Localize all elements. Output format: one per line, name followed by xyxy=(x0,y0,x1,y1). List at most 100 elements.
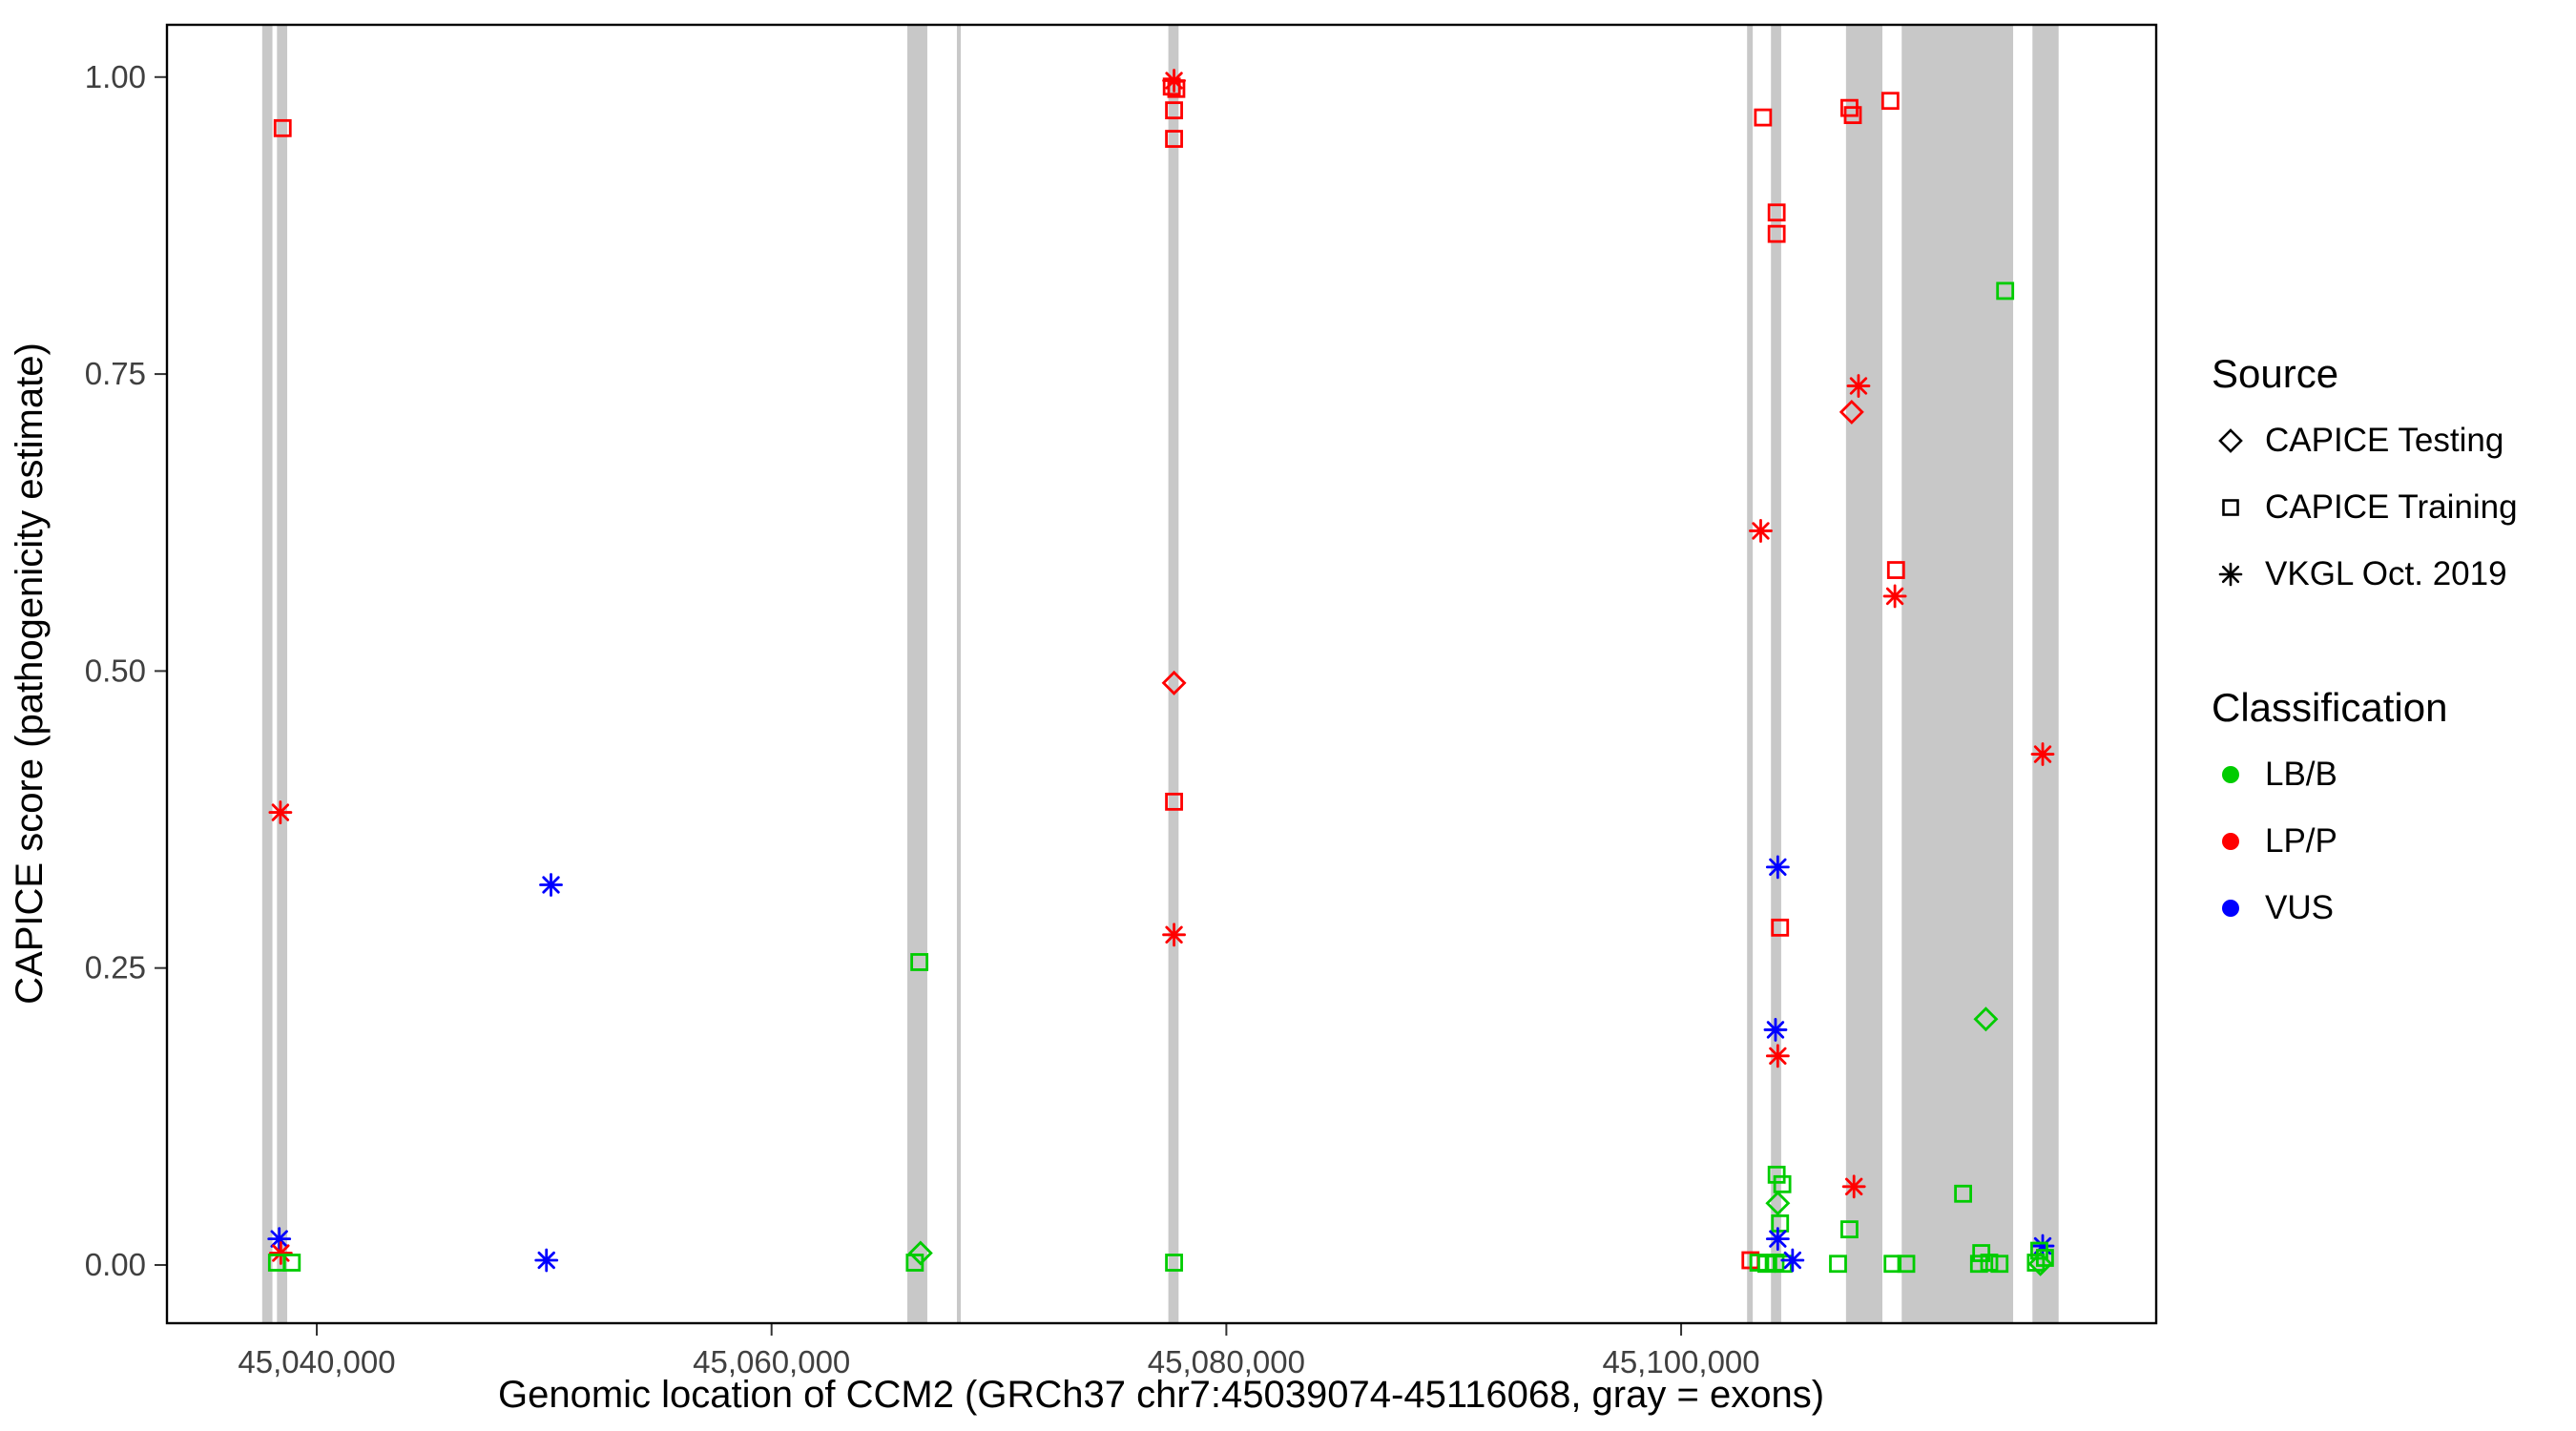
data-point-square xyxy=(282,1254,301,1272)
data-point-square xyxy=(1990,1255,2009,1274)
data-point-square xyxy=(1774,1255,1793,1274)
data-point-asterisk xyxy=(267,1227,292,1251)
legend-item-capice-training: CAPICE Training xyxy=(2212,488,2565,527)
exon-bar xyxy=(277,25,288,1323)
legend-item-lbb: LB/B xyxy=(2212,756,2565,794)
y-tick-label: 0.75 xyxy=(85,356,146,391)
plot-panel-border xyxy=(165,23,2158,1325)
legend-item-vus: VUS xyxy=(2212,889,2565,927)
data-point-asterisk xyxy=(1763,1018,1788,1042)
data-point-diamond xyxy=(1973,1006,1999,1032)
data-point-asterisk xyxy=(1846,374,1871,398)
legend-item-vkgl: VKGL Oct. 2019 xyxy=(2212,555,2565,593)
x-axis-title: Genomic location of CCM2 (GRCh37 chr7:45… xyxy=(498,1374,1824,1416)
exon-bars-layer xyxy=(261,25,2059,1323)
data-point-asterisk xyxy=(1162,923,1186,947)
data-point-asterisk xyxy=(534,1248,559,1273)
exon-bar xyxy=(1747,25,1754,1323)
legend-label: LP/P xyxy=(2265,822,2337,860)
legend-classification-title: Classification xyxy=(2212,685,2448,730)
data-point-asterisk xyxy=(2030,1234,2055,1258)
data-point-square xyxy=(1767,224,1786,243)
data-point-square xyxy=(1757,1255,1776,1274)
data-point-asterisk xyxy=(539,873,563,897)
x-tick-label: 45,060,000 xyxy=(693,1344,850,1379)
data-point-asterisk xyxy=(268,800,293,824)
legend-item-lpp: LP/P xyxy=(2212,822,2565,861)
data-point-square xyxy=(1897,1255,1916,1274)
data-point-asterisk xyxy=(1841,1174,1866,1199)
x-tick-label: 45,040,000 xyxy=(238,1344,395,1379)
y-tick-label: 0.00 xyxy=(85,1247,146,1282)
data-point-square xyxy=(1162,77,1181,96)
legend-item-capice-testing: CAPICE Testing xyxy=(2212,422,2565,460)
legend-source-items: CAPICE Testing CAPICE Training VKGL xyxy=(2212,422,2565,593)
asterisk-icon xyxy=(2218,562,2243,587)
red-dot-icon xyxy=(2222,833,2239,850)
data-point-square xyxy=(1883,1255,1902,1274)
data-point-square xyxy=(1165,130,1183,148)
legend-label: CAPICE Testing xyxy=(2265,422,2504,459)
legend-label: VKGL Oct. 2019 xyxy=(2265,555,2507,592)
data-point-asterisk xyxy=(1765,855,1790,880)
data-point-square xyxy=(1969,1255,1988,1274)
data-point-asterisk xyxy=(1749,519,1773,543)
data-points-layer xyxy=(267,69,2055,1276)
legend-label: LB/B xyxy=(2265,756,2337,793)
data-point-square xyxy=(910,953,929,971)
data-point-diamond xyxy=(1765,1191,1791,1216)
exon-bar xyxy=(906,25,927,1323)
square-icon xyxy=(2222,499,2239,516)
legend-classification-items: LB/B LP/P VUS xyxy=(2212,756,2565,927)
data-point-square xyxy=(1771,1214,1790,1233)
data-point-asterisk xyxy=(1765,1044,1790,1068)
green-dot-icon xyxy=(2222,766,2239,783)
data-point-diamond xyxy=(907,1240,933,1266)
x-tick-label: 45,080,000 xyxy=(1148,1344,1305,1379)
data-point-square xyxy=(2030,1241,2048,1260)
data-point-square xyxy=(1165,1254,1183,1272)
data-point-square xyxy=(1843,106,1862,125)
data-point-square xyxy=(1767,203,1786,222)
data-point-square xyxy=(273,118,292,137)
exon-bar xyxy=(2032,25,2059,1323)
y-tick-label: 1.00 xyxy=(85,59,146,94)
diamond-icon xyxy=(2218,428,2243,453)
y-tick-label: 0.25 xyxy=(85,950,146,985)
data-point-asterisk xyxy=(1882,584,1907,609)
blue-dot-icon xyxy=(2222,900,2239,917)
legend: Source CAPICE Testing CAPICE Training xyxy=(2212,351,2565,927)
data-point-square xyxy=(1165,101,1183,120)
data-point-square xyxy=(1167,79,1186,98)
data-point-asterisk xyxy=(1780,1248,1805,1273)
exon-bar xyxy=(1771,25,1781,1323)
data-point-square xyxy=(1840,1220,1859,1239)
data-point-asterisk xyxy=(268,1241,293,1265)
exon-bar xyxy=(261,25,273,1323)
data-point-square xyxy=(1954,1184,1973,1203)
data-point-square xyxy=(1880,92,1900,111)
exon-bar xyxy=(956,25,961,1323)
data-point-square xyxy=(1771,918,1790,937)
data-point-square xyxy=(1773,1174,1792,1193)
y-tick-label: 0.50 xyxy=(85,653,146,688)
data-point-diamond xyxy=(1839,399,1864,425)
data-point-asterisk xyxy=(1765,1227,1790,1251)
y-axis-title: CAPICE score (pathogenicity estimate) xyxy=(9,342,51,1005)
axis-ticks-layer: 45,040,000 45,060,000 45,080,000 45,100,000… xyxy=(85,59,1760,1379)
legend-label: VUS xyxy=(2265,889,2334,926)
data-point-square xyxy=(905,1254,924,1272)
data-point-square xyxy=(1829,1255,1847,1274)
data-point-asterisk xyxy=(2030,742,2055,766)
data-point-square xyxy=(1980,1254,1999,1272)
legend-label: CAPICE Training xyxy=(2265,488,2518,526)
exon-bar xyxy=(1901,25,2014,1323)
data-point-square xyxy=(1165,792,1183,811)
data-point-diamond xyxy=(2027,1251,2053,1276)
data-point-square xyxy=(1767,1165,1786,1184)
data-point-square xyxy=(1996,281,2015,301)
data-point-square xyxy=(1886,561,1905,579)
exon-bar xyxy=(1845,25,1882,1323)
